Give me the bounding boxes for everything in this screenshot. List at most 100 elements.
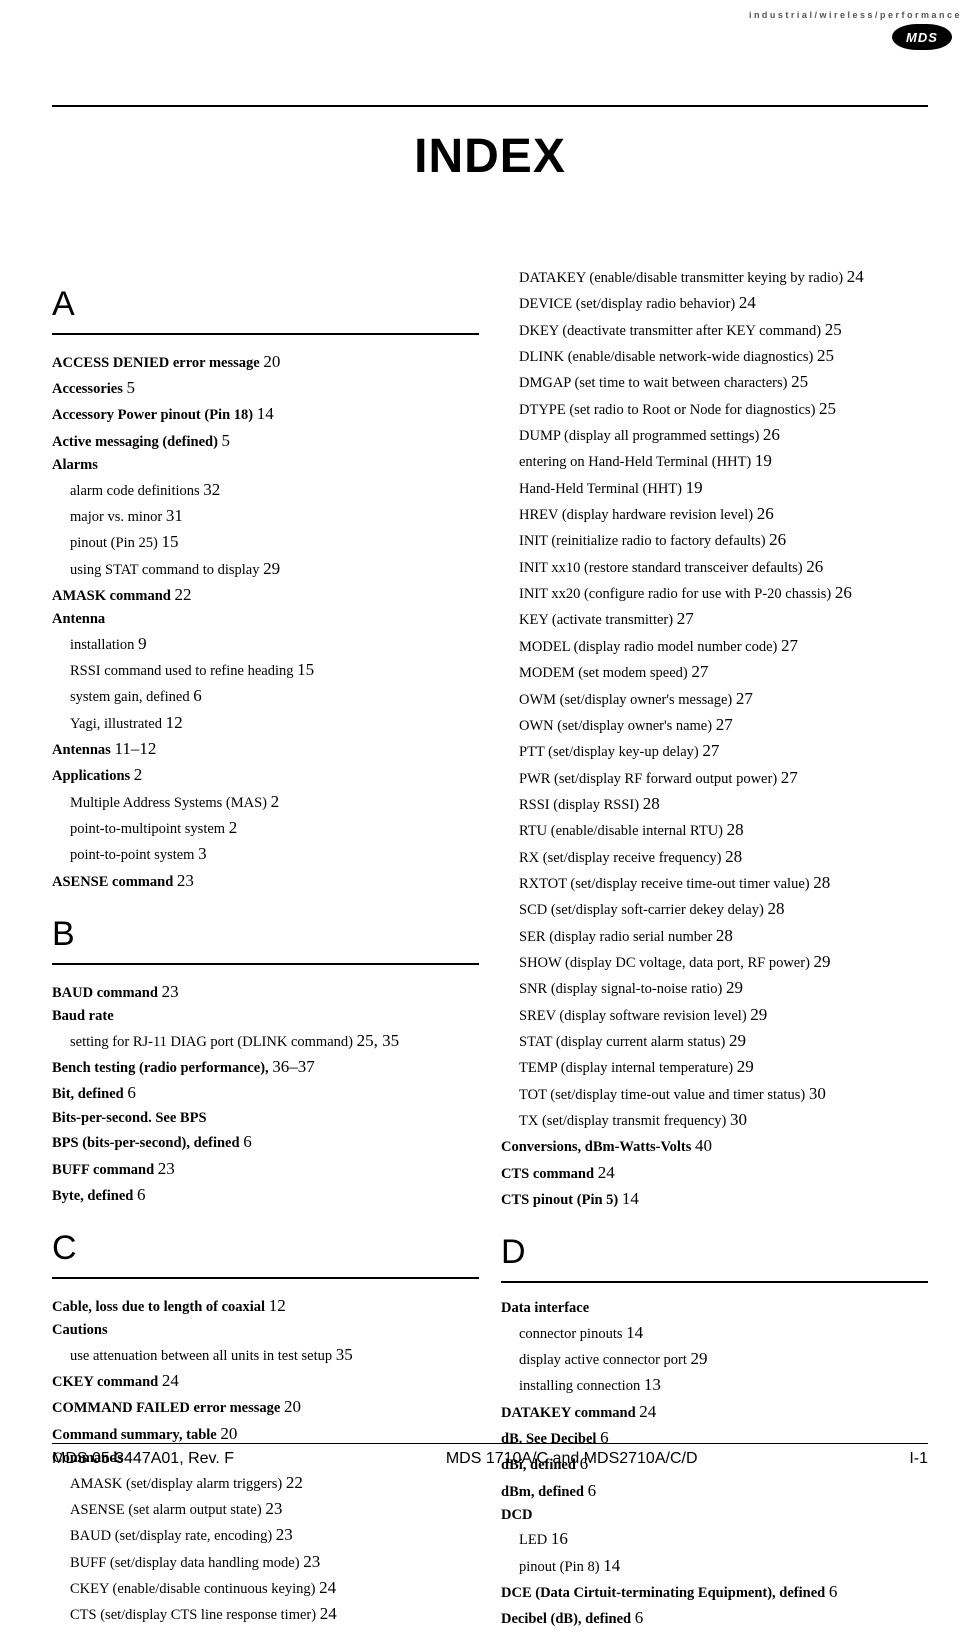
entry-label: Decibel (dB), defined — [501, 1611, 631, 1627]
entry-label: Bench testing (radio performance), — [52, 1060, 269, 1076]
index-subentry: point-to-multipoint system 2 — [70, 815, 479, 841]
entry-label: COMMAND FAILED error message — [52, 1400, 280, 1416]
entry-label: installing connection — [519, 1378, 640, 1394]
entry-label: INIT (reinitialize radio to factory defa… — [519, 533, 766, 549]
entry-page: 24 — [847, 267, 864, 286]
entry-label: using STAT command to display — [70, 562, 259, 578]
entry-page: 11–12 — [114, 739, 156, 758]
entry-page: 27 — [736, 689, 753, 708]
entry-page: 15 — [297, 660, 314, 679]
index-subentry: BAUD (set/display rate, encoding) 23 — [70, 1522, 479, 1548]
entry-label: point-to-point system — [70, 847, 194, 863]
index-subentry: OWM (set/display owner's message) 27 — [519, 686, 928, 712]
entry-page: 22 — [286, 1473, 303, 1492]
entry-label: Accessories — [52, 381, 123, 397]
entry-page: 28 — [716, 926, 733, 945]
entry-page: 15 — [161, 532, 178, 551]
entry-label: DCE (Data Cirtuit-terminating Equipment)… — [501, 1585, 825, 1601]
entry-page: 16 — [551, 1529, 568, 1548]
index-subentry: pinout (Pin 25) 15 — [70, 529, 479, 555]
entry-page: 26 — [757, 504, 774, 523]
entry-page: 14 — [603, 1556, 620, 1575]
entry-label: Bit, defined — [52, 1086, 124, 1102]
entry-label: Yagi, illustrated — [70, 716, 162, 732]
index-entry: Conversions, dBm-Watts-Volts 40 — [501, 1133, 928, 1159]
entry-label: CTS command — [501, 1166, 594, 1182]
entry-page: 32 — [203, 480, 220, 499]
entry-page: 25, 35 — [357, 1031, 400, 1050]
entry-page: 29 — [729, 1031, 746, 1050]
entry-label: PTT (set/display key-up delay) — [519, 744, 699, 760]
entry-label: MODEM (set modem speed) — [519, 665, 688, 681]
index-subentry: SNR (display signal-to-noise ratio) 29 — [519, 975, 928, 1001]
index-subentry: MODEL (display radio model number code) … — [519, 633, 928, 659]
section-rule — [52, 1277, 479, 1279]
entry-page: 24 — [639, 1402, 656, 1421]
index-entry: BPS (bits-per-second), defined 6 — [52, 1129, 479, 1155]
index-subentry: alarm code definitions 32 — [70, 477, 479, 503]
entry-label: Data interface — [501, 1300, 589, 1316]
entry-label: DUMP (display all programmed settings) — [519, 428, 759, 444]
entry-page: 25 — [791, 372, 808, 391]
entry-label: DTYPE (set radio to Root or Node for dia… — [519, 402, 815, 418]
index-entry: COMMAND FAILED error message 20 — [52, 1394, 479, 1420]
index-subentry: setting for RJ-11 DIAG port (DLINK comma… — [70, 1028, 479, 1054]
section-rule — [52, 333, 479, 335]
index-entry: Decibel (dB), defined 6 — [501, 1605, 928, 1631]
entry-page: 12 — [269, 1296, 286, 1315]
index-subentry: DUMP (display all programmed settings) 2… — [519, 422, 928, 448]
entry-label: INIT xx20 (configure radio for use with … — [519, 586, 831, 602]
entry-label: SHOW (display DC voltage, data port, RF … — [519, 955, 810, 971]
entry-page: 6 — [588, 1481, 597, 1500]
index-subentry: STAT (display current alarm status) 29 — [519, 1028, 928, 1054]
entry-page: 20 — [263, 352, 280, 371]
entry-page: 5 — [222, 431, 231, 450]
index-subentry: DMGAP (set time to wait between characte… — [519, 369, 928, 395]
entry-label: RTU (enable/disable internal RTU) — [519, 823, 723, 839]
entry-page: 14 — [622, 1189, 639, 1208]
entry-page: 14 — [626, 1323, 643, 1342]
entry-page: 25 — [819, 399, 836, 418]
entry-page: 26 — [835, 583, 852, 602]
entry-page: 14 — [257, 404, 274, 423]
entry-label: SNR (display signal-to-noise ratio) — [519, 981, 722, 997]
index-entry: Bench testing (radio performance), 36–37 — [52, 1054, 479, 1080]
index-subentry: DATAKEY (enable/disable transmitter keyi… — [519, 264, 928, 290]
brand-logo-text: MDS — [906, 30, 938, 45]
entry-label: Command summary, table — [52, 1427, 217, 1443]
index-subentry: installing connection 13 — [519, 1372, 928, 1398]
index-entry: CKEY command 24 — [52, 1368, 479, 1394]
index-entry: BAUD command 23 — [52, 979, 479, 1005]
entry-page: 27 — [677, 609, 694, 628]
index-subentry: major vs. minor 31 — [70, 503, 479, 529]
section-letter: C — [52, 1222, 479, 1275]
index-entry: CTS command 24 — [501, 1160, 928, 1186]
index-entry: Alarms — [52, 454, 479, 476]
entry-page: 12 — [166, 713, 183, 732]
top-rule — [52, 105, 928, 107]
index-subentry: TOT (set/display time-out value and time… — [519, 1081, 928, 1107]
entry-page: 25 — [825, 320, 842, 339]
index-subentry: KEY (activate transmitter) 27 — [519, 606, 928, 632]
index-entry: Bits-per-second. See BPS — [52, 1107, 479, 1129]
index-entry: Accessory Power pinout (Pin 18) 14 — [52, 401, 479, 427]
entry-page: 26 — [763, 425, 780, 444]
index-subentry: INIT xx20 (configure radio for use with … — [519, 580, 928, 606]
index-entry: Applications 2 — [52, 762, 479, 788]
entry-page: 25 — [817, 346, 834, 365]
entry-label: DLINK (enable/disable network-wide diagn… — [519, 349, 813, 365]
left-column: AACCESS DENIED error message 20Accessori… — [52, 264, 479, 1632]
index-subentry: TEMP (display internal temperature) 29 — [519, 1054, 928, 1080]
entry-label: Antenna — [52, 611, 105, 627]
entry-label: CTS (set/display CTS line response timer… — [70, 1607, 316, 1623]
index-subentry: connector pinouts 14 — [519, 1320, 928, 1346]
entry-label: RSSI (display RSSI) — [519, 797, 639, 813]
index-subentry: use attenuation between all units in tes… — [70, 1342, 479, 1368]
index-subentry: using STAT command to display 29 — [70, 556, 479, 582]
index-subentry: INIT xx10 (restore standard transceiver … — [519, 554, 928, 580]
entry-page: 27 — [781, 768, 798, 787]
entry-page: 3 — [198, 844, 207, 863]
section-letter: B — [52, 908, 479, 961]
entry-label: Accessory Power pinout (Pin 18) — [52, 407, 253, 423]
entry-label: pinout (Pin 8) — [519, 1559, 600, 1575]
